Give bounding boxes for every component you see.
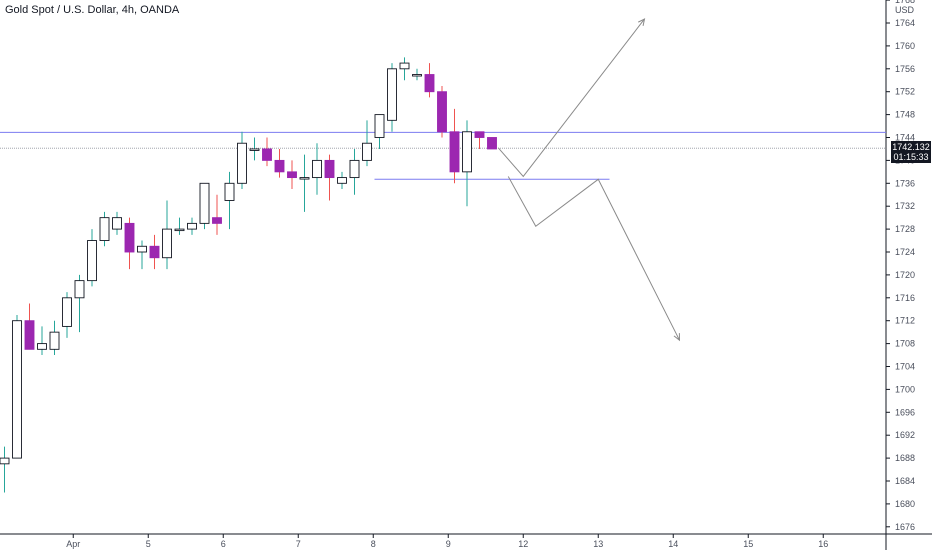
time-tick-label: Apr: [66, 539, 80, 549]
time-tick-label: 9: [446, 539, 451, 549]
candle-body: [62, 297, 72, 327]
price-tick-label: 1704: [895, 362, 915, 372]
candle-body: [174, 228, 185, 232]
candle-body: [449, 131, 460, 173]
price-tick-label: 1696: [895, 407, 915, 417]
candle-body: [137, 245, 147, 253]
price-tick-label: 1756: [895, 64, 915, 74]
candle-body: [12, 320, 22, 459]
candle-body: [462, 131, 472, 173]
price-tick-label: 1752: [895, 87, 915, 97]
candle-body: [424, 74, 435, 93]
candle-body: [74, 280, 85, 299]
candle-body: [274, 159, 285, 173]
price-tick-label: 1700: [895, 384, 915, 394]
time-tick-label: 16: [818, 539, 828, 549]
price-tick-label: 1736: [895, 178, 915, 188]
price-tick-label: 1748: [895, 110, 915, 120]
price-tick-label: 1764: [895, 18, 915, 28]
candle-body: [49, 331, 60, 350]
price-tick-label: 1760: [895, 41, 915, 51]
price-tick-label: 1724: [895, 247, 915, 257]
price-tick-label: 1676: [895, 522, 915, 532]
candle-body: [474, 131, 485, 138]
candle-body: [187, 222, 197, 230]
price-tick-label: 1732: [895, 201, 915, 211]
candle-body: [249, 148, 260, 151]
time-tick-label: 8: [371, 539, 376, 549]
candle-body: [399, 62, 410, 70]
candle-body: [212, 217, 222, 224]
candle-body: [324, 159, 335, 179]
candle-body: [487, 137, 497, 150]
price-tick-label: 1720: [895, 270, 915, 280]
price-tick-label: 1688: [895, 453, 915, 463]
price-tick-label: 1744: [895, 133, 915, 143]
candle-body: [337, 177, 347, 184]
price-tick-label: 1680: [895, 499, 915, 509]
time-tick-label: 12: [518, 539, 528, 549]
candle-body: [312, 159, 322, 179]
price-tick-label: 1708: [895, 339, 915, 349]
candle-body: [374, 114, 385, 138]
candle-body: [299, 177, 310, 180]
time-tick-label: 6: [221, 539, 226, 549]
price-tick-label: 1716: [895, 293, 915, 303]
chart-title: Gold Spot / U.S. Dollar, 4h, OANDA: [5, 4, 180, 16]
projection-path: [497, 18, 645, 178]
candle-body: [87, 240, 97, 282]
time-tick-label: 13: [593, 539, 603, 549]
price-tick-label: 1768: [895, 0, 915, 5]
price-unit-label: USD: [895, 5, 915, 15]
bar-countdown: 01:15:33: [893, 152, 929, 163]
candle-body: [199, 182, 210, 224]
current-price-value: 1742.132: [892, 142, 930, 153]
candle-body: [387, 68, 397, 121]
time-tick-label: 15: [743, 539, 753, 549]
current-price-badge: 1742.132 01:15:33: [891, 141, 931, 164]
candle-body: [37, 343, 47, 350]
time-tick-label: 7: [296, 539, 301, 549]
price-tick-label: 1692: [895, 430, 915, 440]
projection-arrowhead: [638, 18, 646, 26]
price-tick-label: 1728: [895, 224, 915, 234]
candle-body: [262, 148, 272, 161]
candle-body: [237, 142, 247, 184]
candle-body: [437, 91, 447, 133]
candle-body: [24, 320, 35, 350]
candle-body: [287, 171, 297, 179]
candle-body: [162, 228, 172, 259]
candle-body: [99, 217, 110, 241]
projection-path: [507, 176, 680, 341]
candle-body: [149, 245, 160, 259]
candle-body: [224, 182, 235, 201]
candle-body: [0, 457, 10, 465]
candle-body: [112, 217, 122, 230]
price-tick-label: 1684: [895, 476, 915, 486]
candle-body: [412, 74, 422, 77]
projection-arrowhead: [673, 333, 681, 342]
price-tick-label: 1712: [895, 316, 915, 326]
candle-body: [124, 222, 135, 253]
time-tick-label: 14: [668, 539, 678, 549]
candle-body: [362, 142, 372, 161]
candle-body: [349, 159, 360, 179]
time-tick-label: 5: [146, 539, 151, 549]
